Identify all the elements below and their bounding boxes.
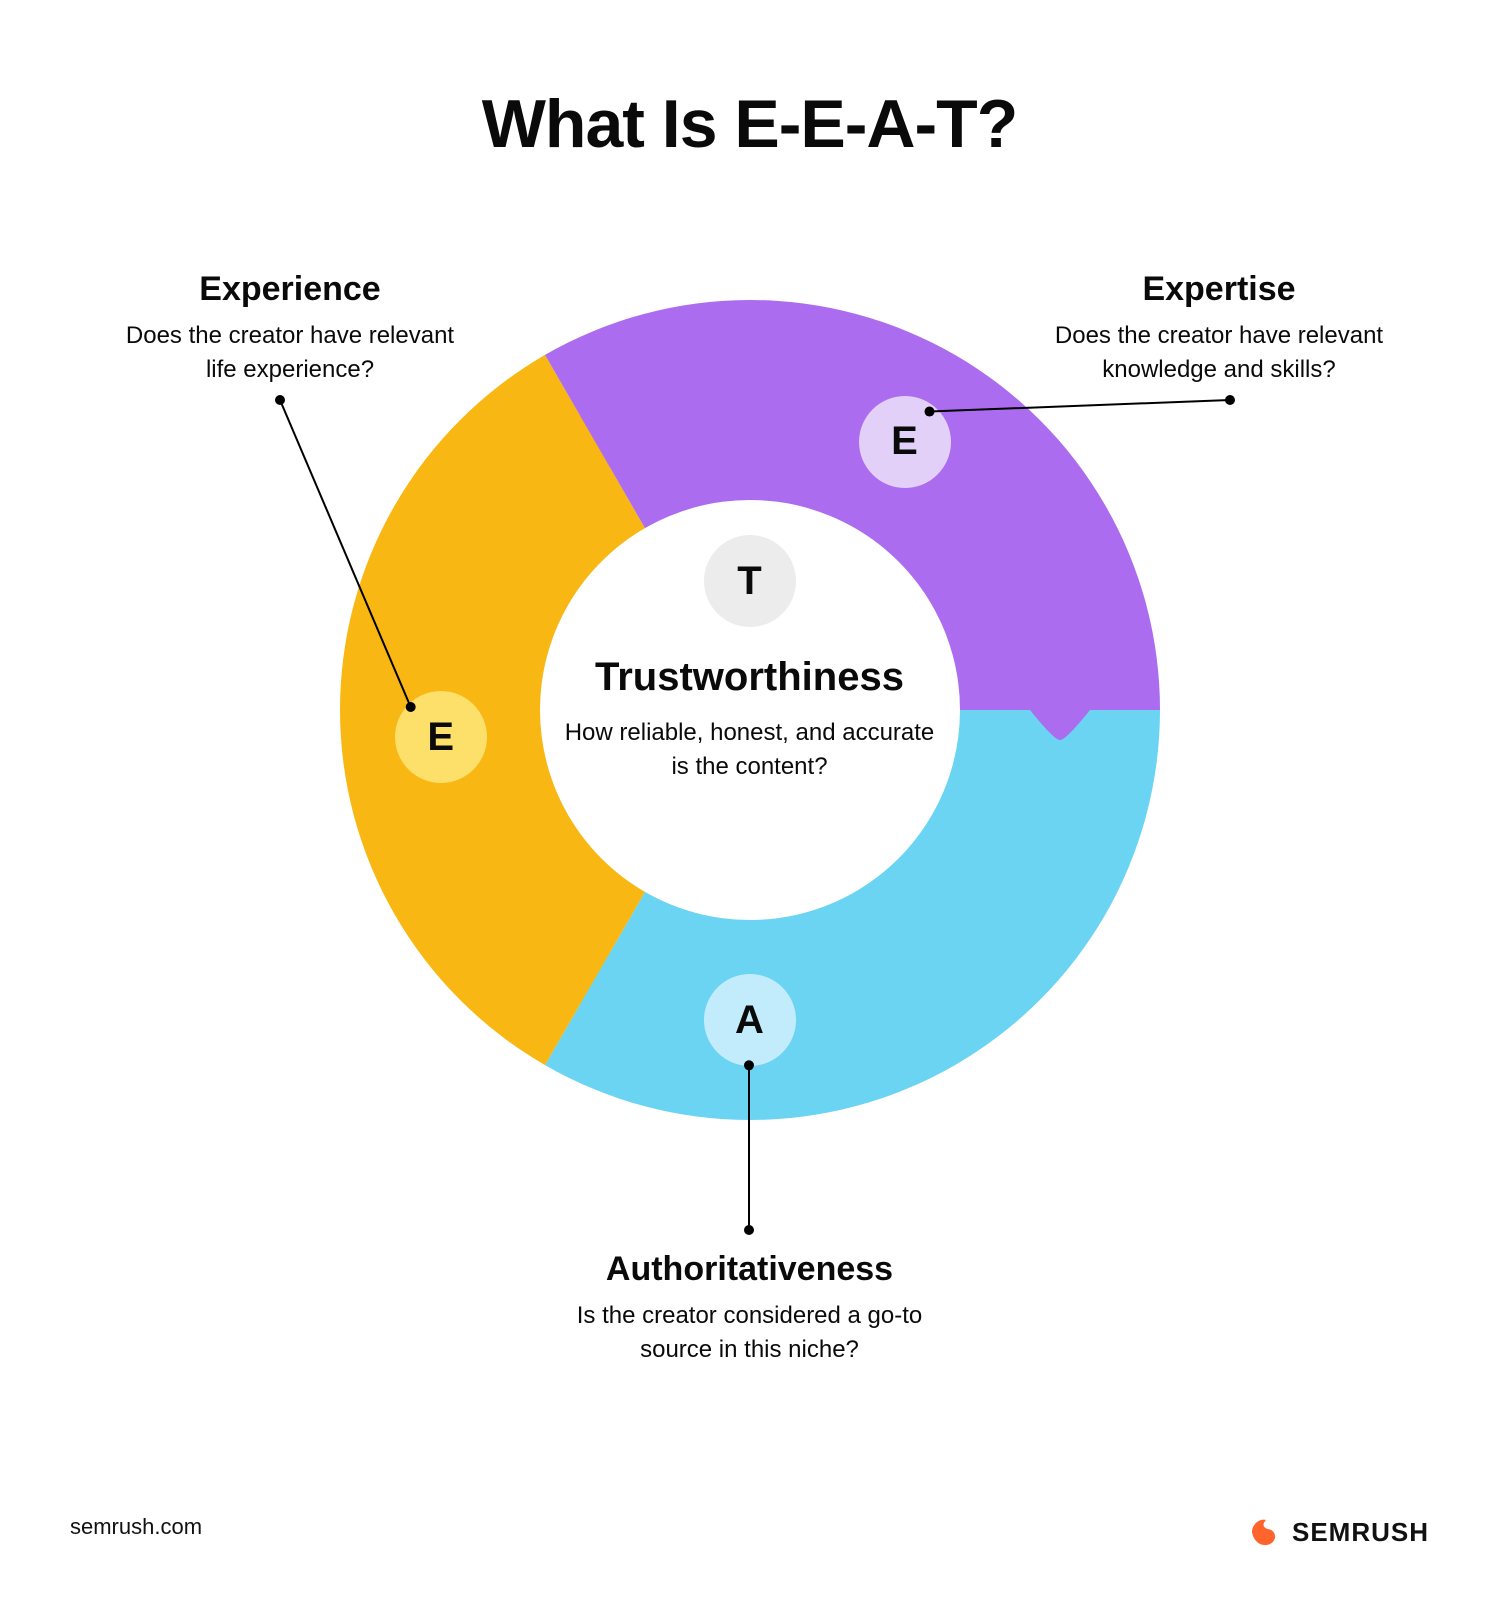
label-title: Authoritativeness [540,1250,960,1289]
label-expertise: Expertise Does the creator have relevant… [1039,270,1399,386]
brand-text: SEMRUSH [1292,1517,1429,1548]
eeat-ring: E E A T Trustworthiness How reliable, ho… [340,300,1160,1120]
label-desc: Is the creator considered a go-to source… [540,1299,960,1366]
footer-url: semrush.com [70,1514,202,1540]
center-badge-trust: T [704,535,796,627]
segment-badge-expertise: E [859,396,951,488]
segment-letter: E [891,419,918,464]
center-title: Trustworthiness [560,655,940,700]
page-title: What Is E-E-A-T? [0,85,1499,163]
footer-brand: SEMRUSH [1246,1514,1429,1550]
label-experience: Experience Does the creator have relevan… [110,270,470,386]
segment-letter: A [735,998,764,1043]
label-desc: Does the creator have relevant knowledge… [1039,319,1399,386]
label-title: Expertise [1039,270,1399,309]
semrush-flame-icon [1246,1514,1282,1550]
segment-letter: E [427,715,454,760]
label-desc: Does the creator have relevant life expe… [110,319,470,386]
segment-badge-authoritativeness: A [704,974,796,1066]
center-letter: T [737,559,761,604]
center-block: Trustworthiness How reliable, honest, an… [560,655,940,783]
label-authoritativeness: Authoritativeness Is the creator conside… [540,1250,960,1366]
label-title: Experience [110,270,470,309]
segment-badge-experience: E [395,691,487,783]
center-desc: How reliable, honest, and accurate is th… [560,716,940,783]
